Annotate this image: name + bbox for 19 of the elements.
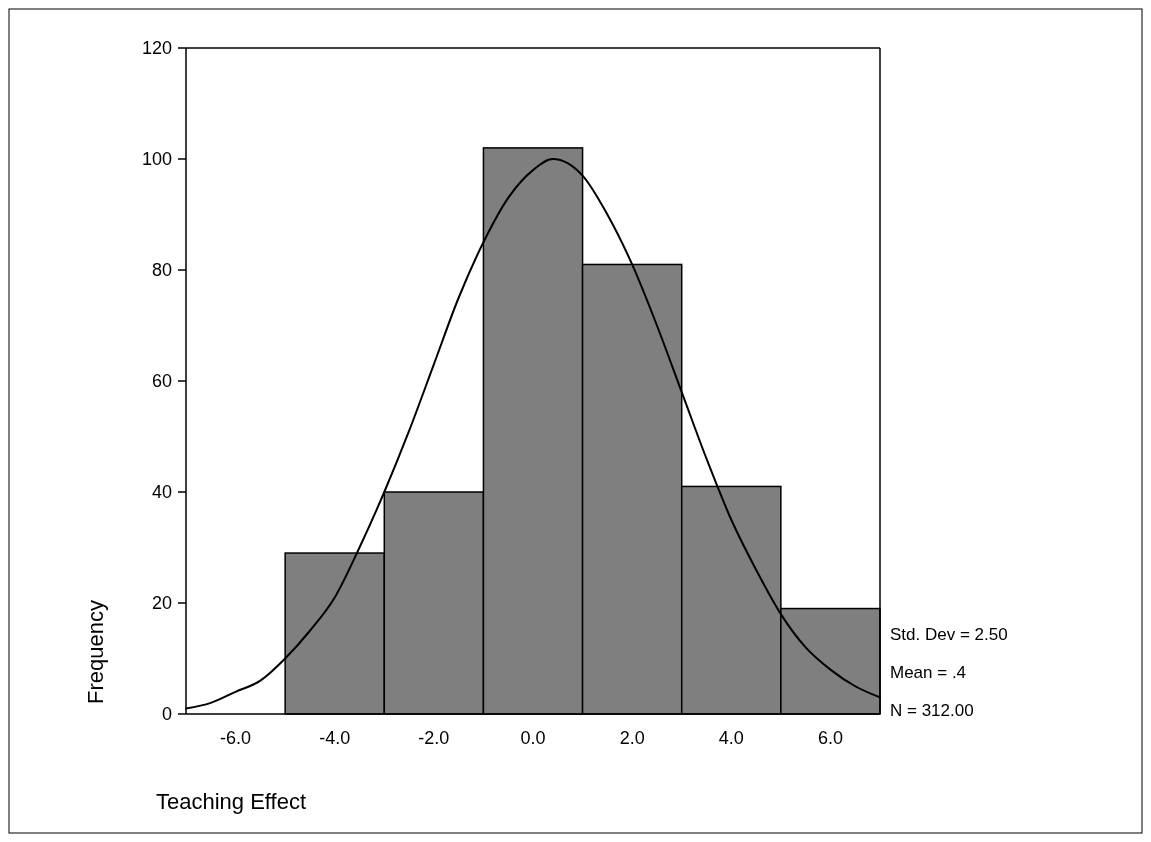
text: Std. Dev = 2.50 <box>890 624 1008 644</box>
y-tick-label: 80 <box>151 260 172 281</box>
x-tick-label: 0.0 <box>520 728 546 748</box>
x-tick-label: -6.0 <box>220 728 252 748</box>
x-tick-label: 2.0 <box>619 728 645 748</box>
text: N = 312.00 <box>890 700 974 720</box>
x-axis-title: Teaching Effect <box>156 789 307 814</box>
y-tick-label: 40 <box>151 482 172 503</box>
x-tick-label: 4.0 <box>718 728 744 748</box>
y-axis-title: Frequency <box>83 600 108 704</box>
y-tick-label: 0 <box>161 704 172 725</box>
y-tick-label: 60 <box>151 371 172 392</box>
x-tick-label: -4.0 <box>319 728 351 748</box>
x-tick-label: 6.0 <box>817 728 843 748</box>
y-tick-label: 120 <box>141 38 172 59</box>
y-tick-label: 100 <box>141 149 172 170</box>
text: Mean = .4 <box>890 662 967 682</box>
y-tick-label: 20 <box>151 593 172 614</box>
x-tick-label: -2.0 <box>418 728 450 748</box>
